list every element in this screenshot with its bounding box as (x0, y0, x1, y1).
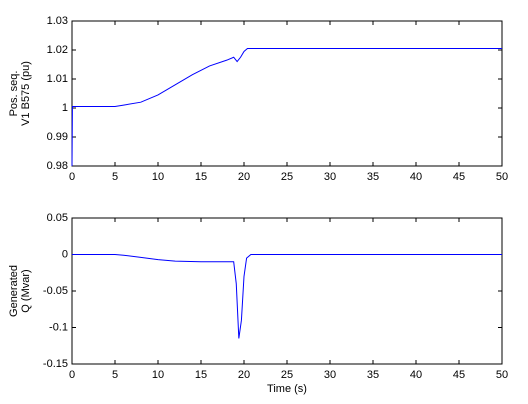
x-tick-label: 40 (410, 369, 422, 381)
y-axis-label: Generated (8, 265, 20, 317)
y-tick-label: -0.1 (49, 321, 68, 333)
x-tick-label: 50 (496, 171, 508, 183)
x-tick-label: 45 (453, 369, 465, 381)
y-tick-label: -0.05 (43, 285, 68, 297)
data-line (72, 254, 502, 339)
y-axis-label: Pos. seq. (8, 71, 20, 117)
x-tick-label: 20 (238, 171, 250, 183)
x-tick-label: 15 (195, 369, 207, 381)
x-tick-label: 25 (281, 171, 293, 183)
x-tick-label: 10 (152, 369, 164, 381)
x-tick-label: 30 (324, 171, 336, 183)
x-tick-label: 10 (152, 171, 164, 183)
axes-box (71, 217, 503, 365)
x-tick-label: 45 (453, 171, 465, 183)
x-tick-label: 35 (367, 369, 379, 381)
axes-box (71, 20, 503, 167)
x-tick-label: 5 (112, 171, 118, 183)
x-tick-label: 50 (496, 369, 508, 381)
y-tick-label: 0.05 (47, 212, 68, 224)
y-tick-label: -0.15 (43, 358, 68, 370)
x-tick-label: 35 (367, 171, 379, 183)
x-axis-label: Time (s) (267, 383, 307, 395)
x-tick-label: 0 (69, 369, 75, 381)
x-tick-label: 40 (410, 171, 422, 183)
data-line (71, 48, 502, 167)
x-tick-label: 30 (324, 369, 336, 381)
y-tick-label: 0 (62, 248, 68, 260)
y-tick-label: 1 (62, 102, 68, 114)
y-axis-label: V1 B575 (pu) (20, 61, 32, 126)
x-tick-label: 5 (112, 369, 118, 381)
y-tick-label: 1.03 (47, 15, 68, 27)
y-axis-label: Q (Mvar) (20, 269, 32, 312)
x-tick-label: 0 (69, 171, 75, 183)
y-tick-label: 1.01 (47, 73, 68, 85)
x-tick-label: 15 (195, 171, 207, 183)
y-tick-label: 0.99 (47, 131, 68, 143)
y-tick-label: 1.02 (47, 44, 68, 56)
x-tick-label: 20 (238, 369, 250, 381)
x-tick-label: 25 (281, 369, 293, 381)
y-tick-label: 0.98 (47, 160, 68, 172)
